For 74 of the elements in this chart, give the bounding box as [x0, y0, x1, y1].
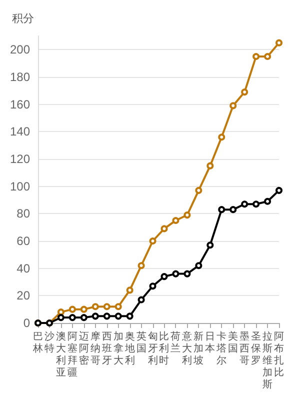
x-tick-label: 阿塞拜疆	[67, 332, 78, 378]
point	[230, 102, 237, 110]
x-tick-label: 巴林	[32, 332, 43, 354]
x-tick-label: 圣保罗	[251, 332, 262, 366]
point	[149, 238, 156, 244]
y-tick-label: 80	[16, 206, 30, 221]
y-tick-label: 100	[10, 179, 30, 194]
y-tick-label: 200	[10, 42, 30, 57]
x-tick-label: 墨西哥	[240, 332, 250, 366]
point	[103, 303, 110, 310]
x-tick-label: 日本	[205, 332, 216, 354]
point	[241, 88, 248, 96]
y-tick-label: 40	[16, 261, 30, 276]
point	[276, 39, 282, 46]
point	[206, 242, 214, 249]
point	[138, 296, 145, 304]
point	[92, 312, 99, 320]
x-tick-label: 美国	[228, 330, 238, 354]
x-tick-label: 英国	[136, 330, 146, 354]
point	[252, 53, 260, 60]
x-tick-label: 匈牙利	[148, 330, 158, 366]
point	[160, 273, 168, 280]
y-tick-label: 180	[10, 70, 30, 84]
point	[68, 314, 76, 322]
point	[92, 303, 99, 310]
x-tick-label: 荷兰	[170, 330, 181, 354]
point	[103, 312, 110, 320]
point	[241, 200, 248, 208]
point	[264, 53, 272, 60]
y-tick-label: 20	[16, 288, 30, 303]
point	[230, 206, 237, 214]
y-axis-title: 积分	[12, 12, 34, 25]
point	[172, 270, 180, 278]
point	[195, 262, 202, 270]
x-tick-label: 拉斯维加斯	[262, 330, 273, 390]
y-tick-label: 120	[10, 152, 30, 166]
y-tick-label: 140	[10, 124, 30, 139]
point	[138, 262, 145, 270]
point	[172, 217, 180, 224]
point	[114, 312, 122, 320]
x-tick-label: 澳大利亚	[56, 330, 66, 378]
y-tick-label: 0	[23, 316, 30, 330]
point	[218, 206, 226, 214]
point	[206, 162, 214, 170]
x-tick-label: 新加坡	[192, 330, 204, 366]
x-tick-label: 迈阿密	[78, 330, 89, 366]
x-tick-label: 意大利	[181, 330, 192, 366]
x-tick-label: 阿布扎比	[274, 332, 284, 378]
point	[252, 200, 260, 208]
x-tick-label: 加拿大	[113, 330, 124, 366]
point	[57, 314, 64, 322]
x-tick-label: 西班牙	[102, 332, 112, 366]
point	[276, 186, 282, 194]
point	[149, 282, 156, 290]
x-tick-label: 摩纳哥	[90, 330, 100, 366]
point	[80, 306, 88, 313]
x-tick-label: 比利时	[159, 330, 170, 366]
point	[114, 303, 122, 310]
y-tick-label: 60	[16, 234, 30, 248]
y-tick-label: 160	[10, 97, 30, 112]
point	[80, 314, 88, 322]
point	[195, 186, 202, 194]
x-tick-label: 卡塔尔	[216, 330, 227, 366]
x-tick-label: 沙特	[44, 330, 54, 354]
point	[126, 286, 134, 294]
point	[57, 308, 64, 316]
point	[264, 198, 272, 205]
point	[126, 312, 134, 320]
point	[218, 134, 226, 141]
point	[68, 306, 76, 313]
x-tick-label: 奥地利	[124, 330, 135, 366]
point	[184, 270, 191, 278]
point	[184, 212, 191, 219]
point	[160, 225, 168, 232]
